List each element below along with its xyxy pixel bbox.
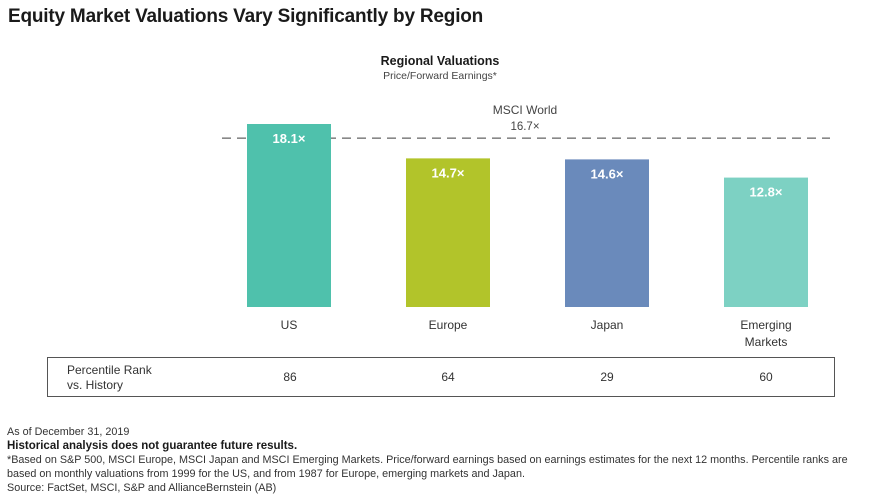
category-label-europe: Europe [429,318,468,332]
category-label-japan: Japan [591,318,624,332]
chart-title: Regional Valuations [380,54,500,68]
bar-japan [565,159,649,307]
data-label-japan: 14.6× [591,166,624,181]
reference-line-value: 16.7× [510,121,539,133]
category-label-us: US [281,318,298,332]
data-label-europe: 14.7× [432,165,465,180]
chart-subtitle: Price/Forward Earnings* [383,70,497,82]
bar-chart: MSCI World 16.7× 18.1× US 14.7× Europe 14.6× Ja… [222,103,830,349]
reference-line-label: MSCI World [493,103,557,117]
percentile-rank-label: Percentile Rank vs. History [67,363,152,392]
percentile-rank-us: 86 [283,370,297,384]
as-of-date: As of December 31, 2019 [7,426,130,438]
percentile-rank-emerging-markets: 60 [759,370,773,384]
data-label-us: 18.1× [273,131,306,146]
data-label-emerging-markets: 12.8× [750,185,783,200]
percentile-rank-japan: 29 [600,370,614,384]
category-label-emerging-markets: Markets [745,335,788,349]
category-label-emerging-markets: Emerging [740,318,791,332]
bar-europe [406,158,490,307]
bar-emerging-markets [724,177,808,307]
footnote: *Based on S&P 500, MSCI Europe, MSCI Jap… [7,454,848,480]
source-note: Source: FactSet, MSCI, S&P and AllianceB… [7,482,277,494]
footnotes: As of December 31, 2019 Historical analy… [7,425,877,495]
percentile-rank-europe: 64 [441,370,455,384]
bar-us [247,124,331,307]
page-title: Equity Market Valuations Vary Significan… [8,6,484,27]
percentile-rank-table: Percentile Rank vs. History 86 64 29 60 [47,357,835,397]
disclaimer: Historical analysis does not guarantee f… [7,440,298,452]
